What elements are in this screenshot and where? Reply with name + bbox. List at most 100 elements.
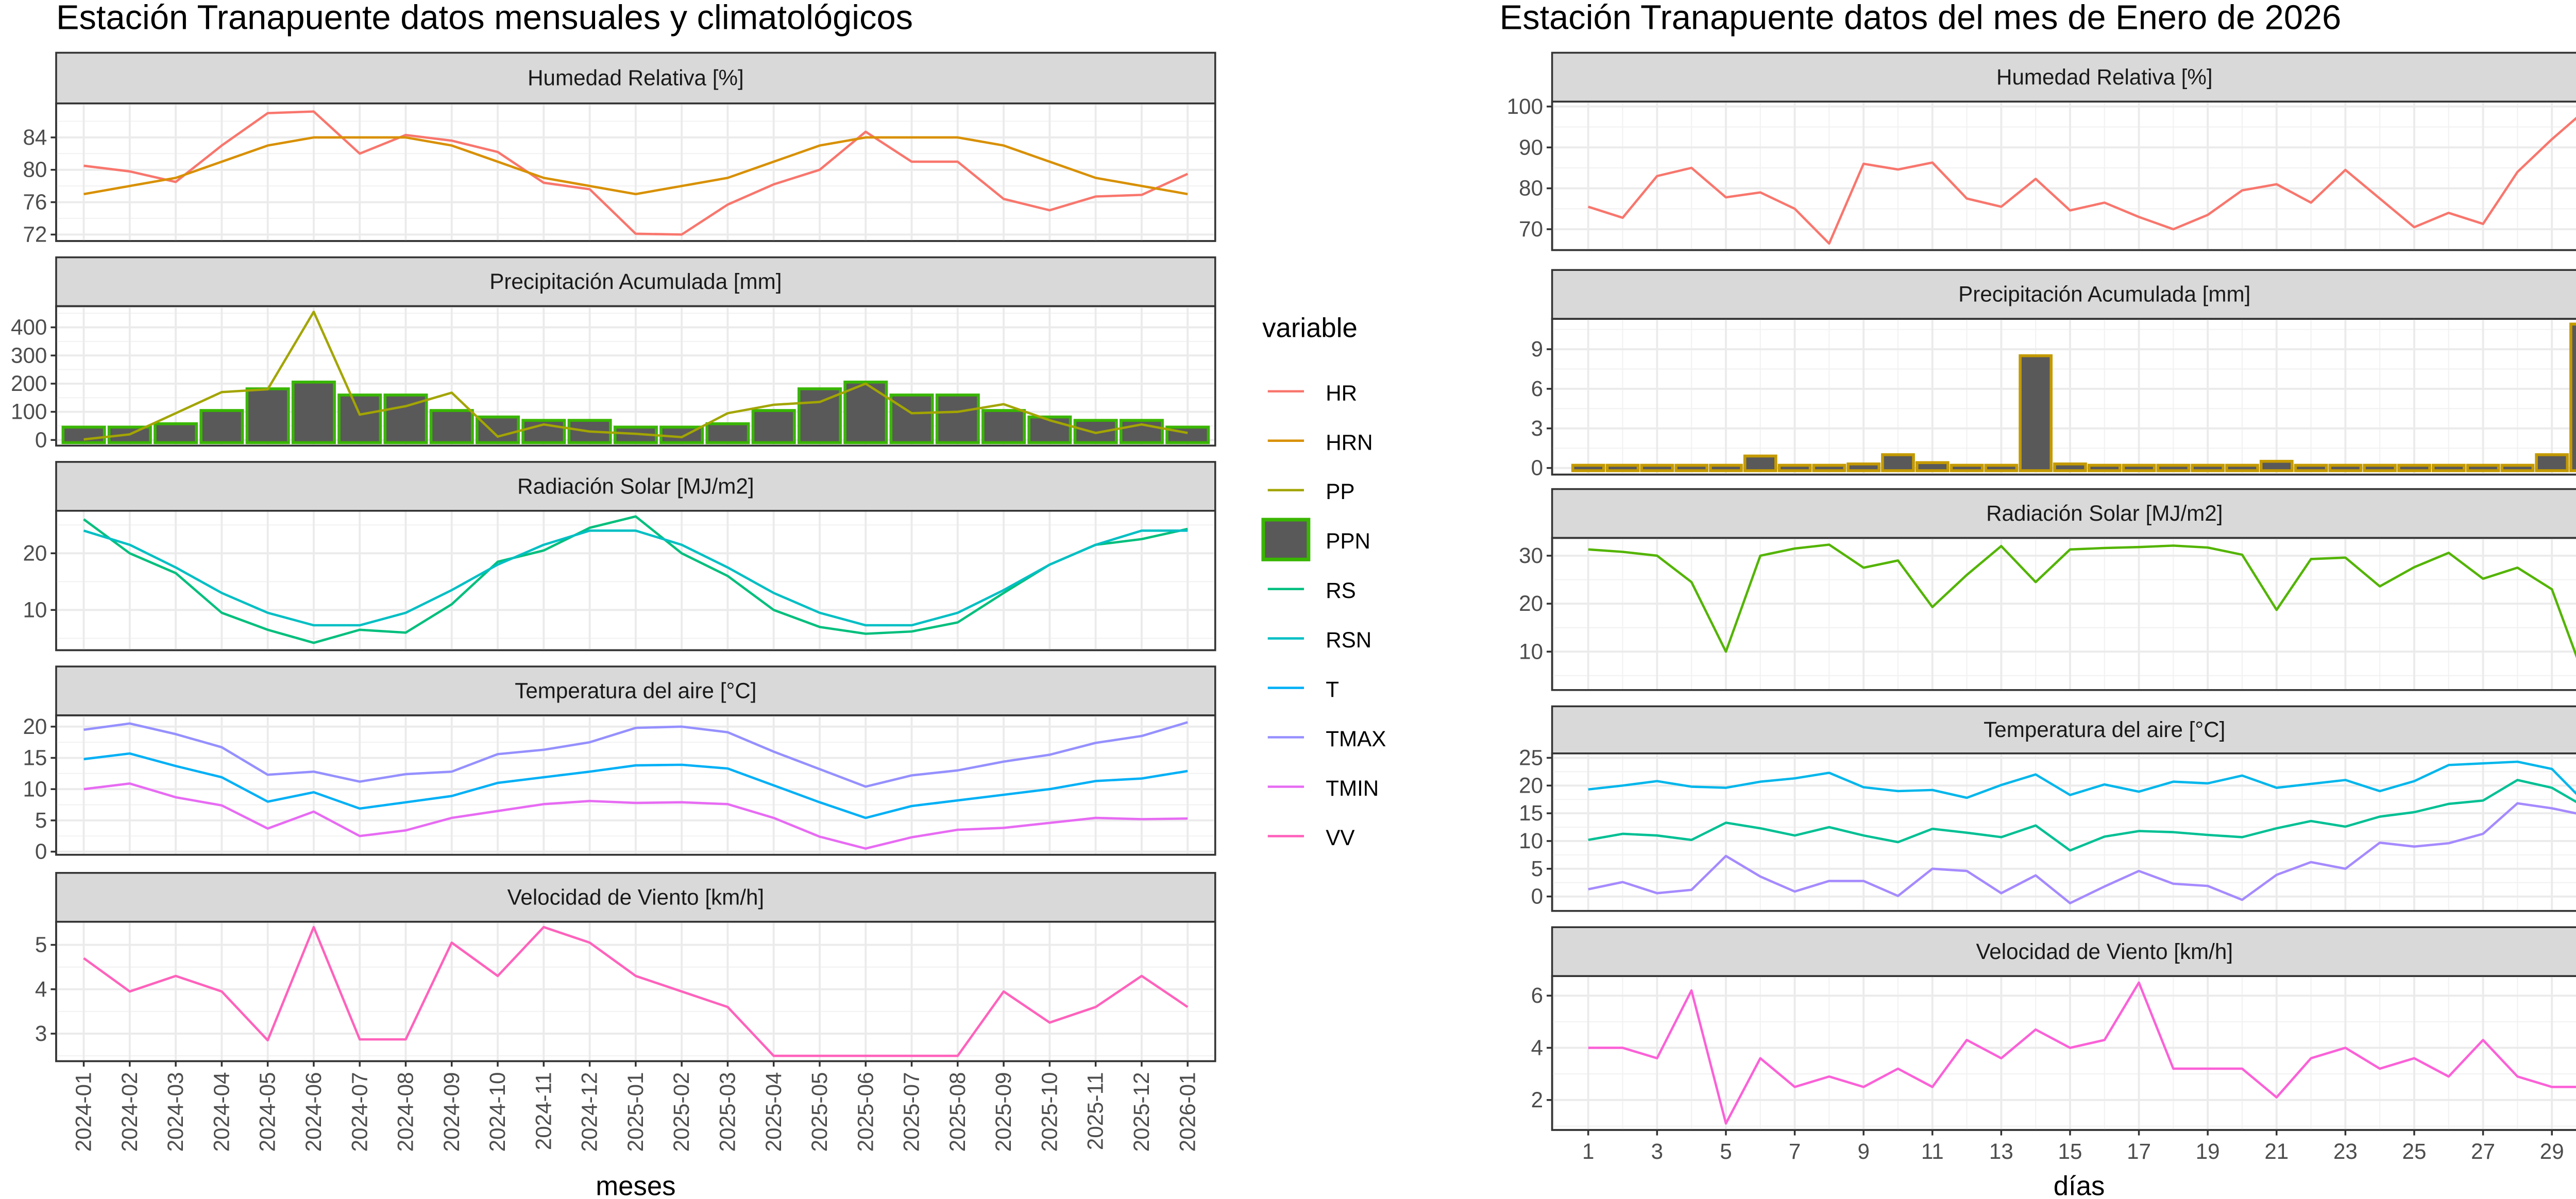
legend-item: HR [1267, 381, 1357, 405]
legend-monthly: variable HR HRN PP PPN RS RSN T TMAX TMIN VV [1261, 313, 1386, 850]
line-series-tmin [83, 782, 1188, 850]
panel-background [1551, 537, 2576, 691]
y-tick-label: 15 [1519, 801, 1543, 825]
line-series-rs [83, 515, 1188, 644]
facet-strip-label: Radiación Solar [MJ/m2] [517, 474, 754, 498]
bar [2328, 464, 2363, 472]
legend-item: TMAX [1267, 727, 1386, 751]
line-series-t [1588, 779, 2576, 852]
x-tick-label: 2025-08 [945, 1072, 970, 1152]
x-tick-label: 2025-06 [853, 1072, 877, 1152]
line-series-vv [83, 926, 1189, 1057]
x-tick-label: 23 [2333, 1139, 2358, 1163]
facet-panel: Temperatura del aire [°C] 0 5 10 15 20 25 [1519, 705, 2576, 912]
x-tick-label: 2024-05 [256, 1072, 280, 1152]
x-axis: 135791113151719212325272931 [1582, 1129, 2564, 1163]
panel-border [1551, 975, 2576, 1131]
x-axis: 2024-01 2024-02 2024-03 2024-04 2024-05 2024-… [72, 1061, 1199, 1152]
bar [2156, 464, 2191, 472]
panel-border [1551, 537, 2576, 691]
y-tick-label: 25 [1519, 745, 1543, 769]
facet-panel: Radiación Solar [MJ/m2] 10 20 [23, 461, 1216, 652]
legend-label: TMAX [1326, 727, 1386, 751]
y-tick-label: 5 [1531, 857, 1543, 881]
legend-label: RS [1326, 578, 1356, 603]
facet-panel: Velocidad de Viento [km/h] 2 4 6 [1531, 926, 2576, 1131]
bar [1881, 453, 1915, 472]
facet-panel: Velocidad de Viento [km/h] 3 4 5 [35, 872, 1216, 1063]
y-tick-label: 9 [1531, 337, 1543, 361]
bar [2397, 464, 2431, 472]
panel-background [1551, 975, 2576, 1131]
bar [1605, 464, 1640, 472]
y-tick-label: 3 [35, 1021, 47, 1046]
y-tick-label: 200 [11, 371, 47, 396]
panel-border [1551, 318, 2576, 476]
x-tick-label: 2025-12 [1129, 1072, 1154, 1152]
bar-series-pp [1571, 322, 2576, 472]
bar [2019, 354, 2053, 472]
panel-border [55, 509, 1216, 652]
y-tick-label: 80 [1519, 176, 1543, 200]
line-series-tmin [1588, 802, 2576, 904]
y-tick-label: 2 [1531, 1088, 1543, 1112]
y-tick-label: 76 [23, 190, 47, 214]
y-tick-label: 0 [1531, 456, 1543, 480]
y-tick-label: 6 [1531, 376, 1543, 401]
line-series-pp [83, 311, 1188, 441]
x-tick-label: 2024-02 [117, 1072, 142, 1152]
y-tick-label: 20 [1519, 773, 1543, 797]
y-tick-label: 6 [1531, 983, 1543, 1007]
x-tick-label: 1 [1582, 1139, 1594, 1163]
y-tick-label: 4 [35, 977, 47, 1001]
x-tick-label: 27 [2471, 1139, 2495, 1163]
legend-label: TMIN [1326, 776, 1379, 800]
y-tick-label: 10 [1519, 829, 1543, 853]
bar [2053, 462, 2087, 472]
chart-title-daily: Estación Tranapuente datos del mes de En… [1500, 0, 2342, 37]
panel-background [1551, 318, 2576, 476]
x-tick-label: 2024-04 [209, 1072, 233, 1152]
facet-strip-label: Humedad Relativa [%] [1996, 65, 2213, 89]
line-series-rs [1588, 543, 2576, 659]
line-series-rsn [83, 529, 1188, 627]
facet-strip [55, 665, 1216, 716]
x-tick-label: 13 [1989, 1139, 2013, 1163]
x-tick-label: 2025-01 [623, 1072, 648, 1152]
x-tick-label: 25 [2402, 1139, 2427, 1163]
x-tick-label: 11 [1921, 1139, 1944, 1163]
y-tick-label: 0 [1531, 884, 1543, 909]
line-series-t [83, 752, 1188, 819]
bar [751, 409, 796, 444]
legend-title: variable [1262, 313, 1358, 343]
line-series-tmax [83, 721, 1188, 788]
bar [2535, 453, 2569, 472]
bar [2225, 464, 2259, 472]
bar [2431, 464, 2466, 472]
legend-item: PPN [1261, 518, 1370, 561]
x-axis-title-daily: días [2054, 1171, 2105, 1199]
bar [1674, 464, 1709, 472]
bar [1984, 464, 2019, 472]
x-tick-label: 7 [1789, 1139, 1801, 1163]
y-tick-label: 400 [11, 315, 47, 339]
x-tick-label: 2025-04 [761, 1072, 786, 1152]
line-series-tmax [1588, 760, 2576, 799]
bar [429, 409, 474, 444]
y-tick-label: 5 [35, 808, 47, 832]
x-tick-label: 29 [2540, 1139, 2564, 1163]
y-tick-label: 72 [23, 222, 47, 246]
x-tick-label: 2024-09 [439, 1072, 464, 1152]
panel-border [1551, 100, 2576, 251]
line-series-hr [1588, 116, 2576, 245]
x-tick-label: 2025-07 [900, 1072, 924, 1152]
facet-strip [55, 872, 1216, 923]
y-tick-label: 0 [35, 840, 47, 864]
panel-border [55, 714, 1216, 856]
bar [2569, 322, 2576, 472]
facet-strip-label: Radiación Solar [MJ/m2] [1986, 501, 2223, 525]
legend-label: HR [1326, 381, 1357, 405]
x-tick-label: 2025-05 [807, 1072, 832, 1152]
y-tick-label: 10 [1519, 639, 1543, 663]
legend-item: VV [1267, 826, 1354, 850]
